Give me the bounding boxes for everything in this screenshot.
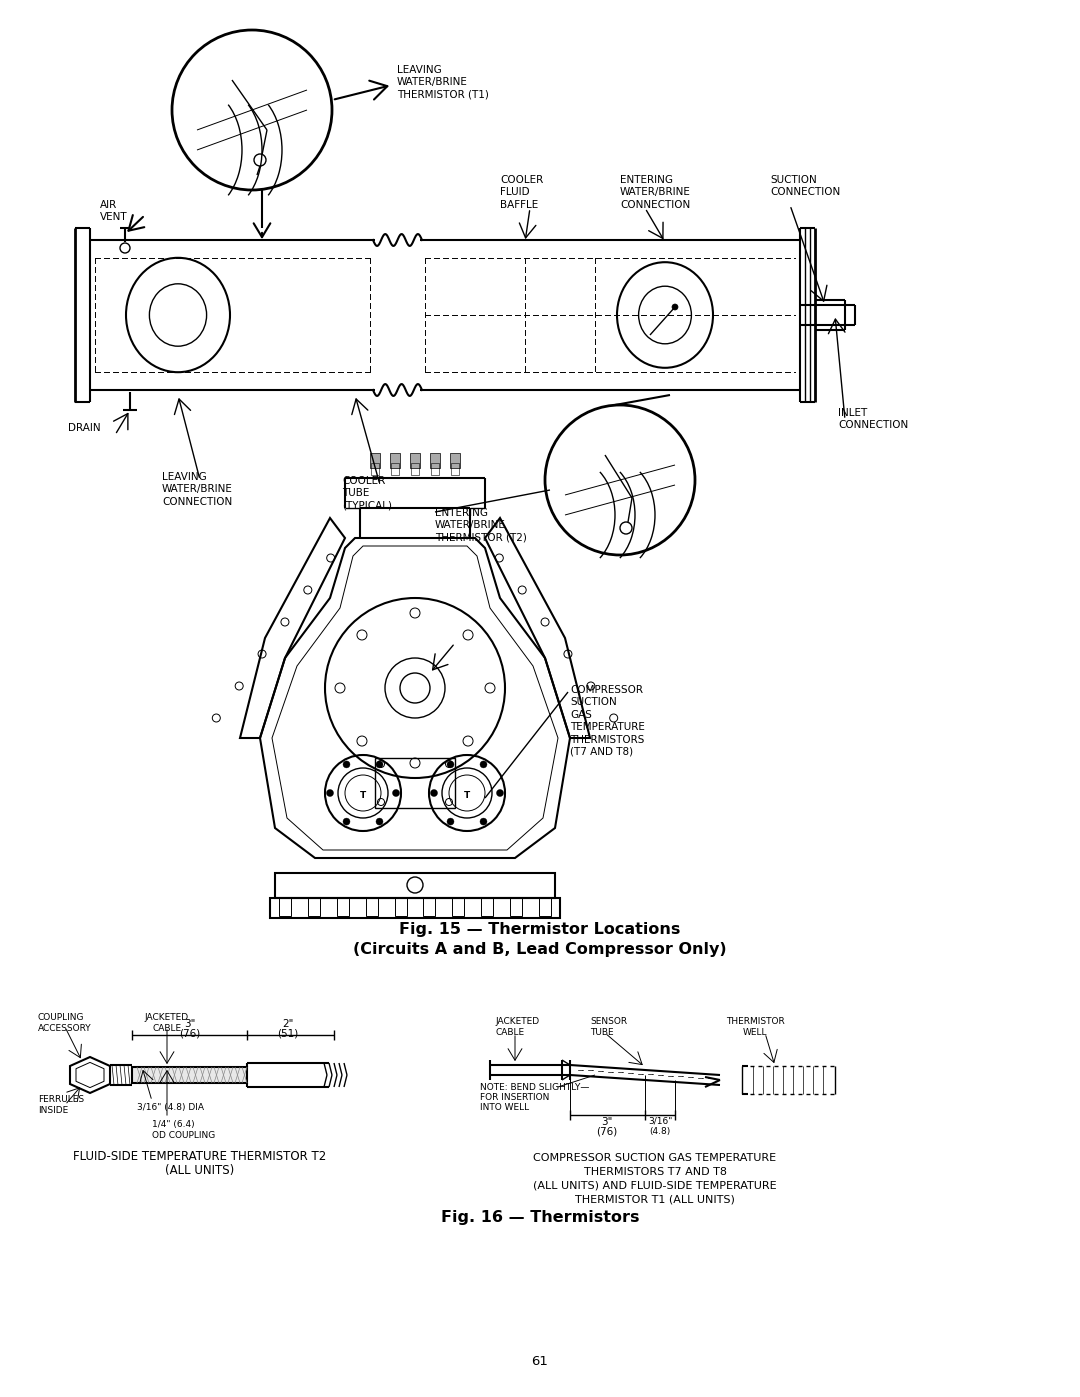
Text: JACKETED
CABLE: JACKETED CABLE (495, 1017, 539, 1037)
Text: (51): (51) (278, 1028, 299, 1038)
Circle shape (480, 819, 487, 826)
Text: FERRULES
INSIDE: FERRULES INSIDE (38, 1095, 84, 1115)
Bar (411, 462, 419, 475)
Bar (539, 898, 551, 916)
Circle shape (497, 789, 503, 796)
Bar (423, 898, 435, 916)
Text: ENTERING
WATER/BRINE
CONNECTION: ENTERING WATER/BRINE CONNECTION (620, 175, 691, 210)
Bar (372, 462, 379, 475)
Text: FLUID-SIDE TEMPERATURE THERMISTOR T2: FLUID-SIDE TEMPERATURE THERMISTOR T2 (73, 1150, 326, 1162)
Bar (366, 898, 378, 916)
Text: COMPRESSOR
SUCTION
GAS
TEMPERATURE
THERMISTORS
(T7 AND T8): COMPRESSOR SUCTION GAS TEMPERATURE THERM… (570, 685, 645, 757)
Text: Fig. 15 — Thermistor Locations: Fig. 15 — Thermistor Locations (400, 922, 680, 937)
Text: SENSOR
TUBE: SENSOR TUBE (590, 1017, 627, 1037)
Bar (450, 453, 460, 468)
Bar (370, 453, 380, 468)
Text: LEAVING
WATER/BRINE
THERMISTOR (T1): LEAVING WATER/BRINE THERMISTOR (T1) (397, 66, 489, 99)
Circle shape (343, 761, 350, 768)
Bar (451, 462, 459, 475)
Circle shape (480, 761, 487, 768)
Text: ENTERING
WATER/BRINE
THERMISTOR (T2): ENTERING WATER/BRINE THERMISTOR (T2) (435, 509, 527, 543)
Circle shape (376, 819, 383, 826)
Text: FOR INSERTION: FOR INSERTION (480, 1092, 550, 1102)
Text: T: T (360, 791, 366, 799)
Text: THERMISTOR T1 (ALL UNITS): THERMISTOR T1 (ALL UNITS) (575, 1194, 734, 1206)
Text: NOTE: BEND SLIGHTLY—: NOTE: BEND SLIGHTLY— (480, 1083, 590, 1092)
Bar (391, 462, 399, 475)
Circle shape (326, 789, 334, 796)
Text: 1/4" (6.4)
OD COUPLING: 1/4" (6.4) OD COUPLING (152, 1120, 215, 1140)
Text: INLET
CONNECTION: INLET CONNECTION (838, 408, 908, 430)
Text: THERMISTORS T7 AND T8: THERMISTORS T7 AND T8 (583, 1166, 727, 1178)
Bar (410, 453, 420, 468)
Bar (308, 898, 320, 916)
Text: 3/16" (4.8) DIA: 3/16" (4.8) DIA (137, 1104, 204, 1112)
Bar (132, 1067, 247, 1083)
Circle shape (343, 819, 350, 826)
Text: INTO WELL: INTO WELL (480, 1104, 529, 1112)
Text: T: T (464, 791, 470, 799)
Bar (430, 453, 440, 468)
Circle shape (447, 761, 454, 768)
Text: 3": 3" (602, 1118, 612, 1127)
Bar (482, 898, 494, 916)
Text: COOLER
TUBE
(TYPICAL): COOLER TUBE (TYPICAL) (342, 476, 392, 511)
Text: DRAIN: DRAIN (68, 423, 100, 433)
Text: 3/16": 3/16" (648, 1118, 672, 1126)
Bar (390, 453, 400, 468)
Text: (ALL UNITS): (ALL UNITS) (165, 1164, 234, 1178)
Text: COOLER
FLUID
BAFFLE: COOLER FLUID BAFFLE (500, 175, 543, 210)
Bar (375, 759, 455, 807)
Text: THERMISTOR
WELL: THERMISTOR WELL (726, 1017, 784, 1037)
Text: (ALL UNITS) AND FLUID-SIDE TEMPERATURE: (ALL UNITS) AND FLUID-SIDE TEMPERATURE (534, 1180, 777, 1192)
Text: SUCTION
CONNECTION: SUCTION CONNECTION (770, 175, 840, 197)
Circle shape (672, 305, 678, 310)
Bar (275, 873, 555, 898)
Bar (337, 898, 349, 916)
Bar (270, 898, 561, 918)
Text: COMPRESSOR SUCTION GAS TEMPERATURE: COMPRESSOR SUCTION GAS TEMPERATURE (534, 1153, 777, 1162)
Circle shape (376, 761, 383, 768)
Text: (Circuits A and B, Lead Compressor Only): (Circuits A and B, Lead Compressor Only) (353, 942, 727, 957)
Text: (4.8): (4.8) (649, 1127, 671, 1136)
Bar (279, 898, 291, 916)
Circle shape (392, 789, 400, 796)
Circle shape (172, 29, 332, 190)
Text: 3": 3" (184, 1018, 195, 1030)
Bar (431, 462, 438, 475)
Circle shape (545, 405, 696, 555)
Bar (453, 898, 464, 916)
Circle shape (447, 819, 454, 826)
Text: Fig. 16 — Thermistors: Fig. 16 — Thermistors (441, 1210, 639, 1225)
Text: 2": 2" (282, 1018, 294, 1030)
Bar (510, 898, 522, 916)
Circle shape (431, 789, 437, 796)
Text: COUPLING
ACCESSORY: COUPLING ACCESSORY (38, 1013, 92, 1034)
Text: AIR
VENT: AIR VENT (100, 200, 127, 222)
Bar (394, 898, 406, 916)
Text: 61: 61 (531, 1355, 549, 1368)
Text: LEAVING
WATER/BRINE
CONNECTION: LEAVING WATER/BRINE CONNECTION (162, 472, 233, 507)
Text: (76): (76) (596, 1127, 618, 1137)
Text: JACKETED
CABLE: JACKETED CABLE (145, 1013, 189, 1034)
Text: (76): (76) (179, 1028, 200, 1038)
